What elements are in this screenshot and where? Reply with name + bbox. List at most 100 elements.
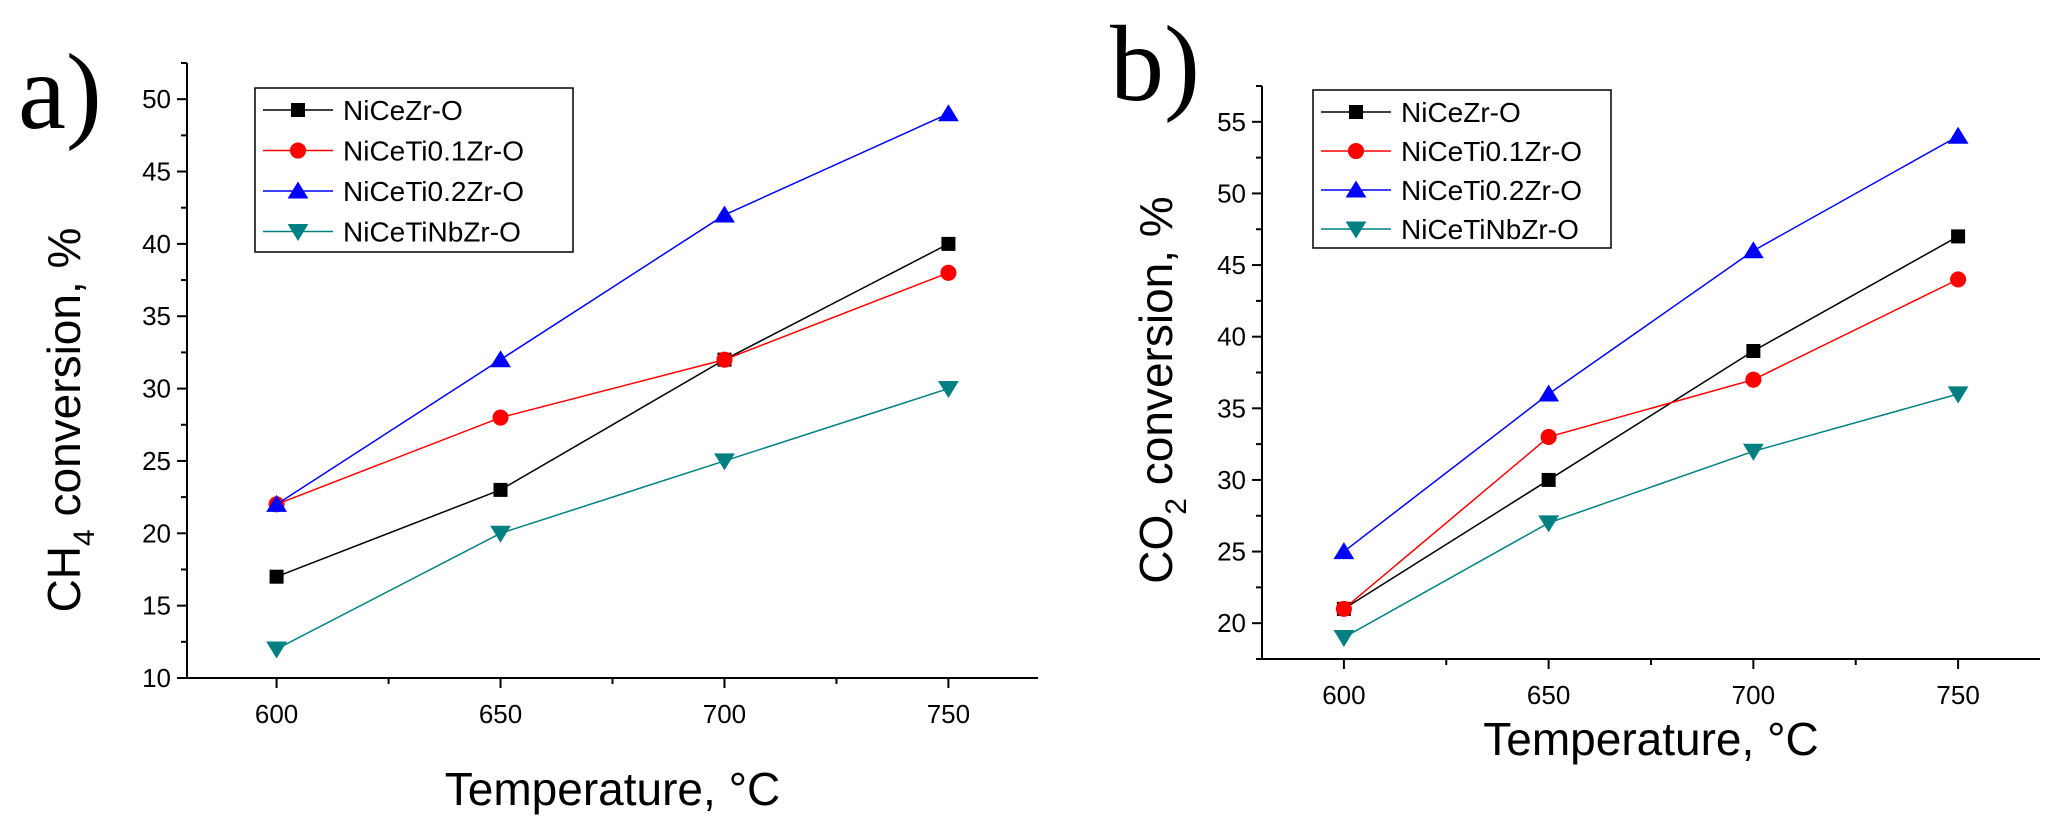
y-axis-label-subscript: 2	[1160, 498, 1193, 515]
series-line	[1343, 135, 1959, 553]
data-point	[938, 104, 959, 122]
data-point	[1538, 515, 1560, 533]
panel-label: a)	[18, 33, 102, 152]
series-NiCeTi0.1Zr-O	[268, 264, 957, 513]
y-axis-label-rest: conversion, %	[38, 228, 90, 530]
data-point	[1950, 271, 1967, 288]
legend: NiCeZr-O NiCeTi0.1Zr-O NiCeTi0.2Zr-O NiCeTi…	[1312, 89, 1612, 249]
data-point	[1335, 600, 1352, 617]
y-axis-label: CH4 conversion, %	[38, 228, 101, 613]
series-NiCeTi0.2Zr-O	[266, 104, 959, 512]
data-point	[941, 236, 956, 251]
series-line	[276, 243, 949, 578]
series-line	[276, 387, 949, 650]
data-point	[1947, 126, 1969, 144]
series-line	[1343, 393, 1959, 639]
y-axis-label-rest: conversion, %	[1130, 196, 1182, 498]
data-point	[269, 569, 284, 584]
y-tick-label: 25	[142, 446, 171, 476]
data-point	[1538, 384, 1560, 402]
legend-marker	[289, 142, 307, 159]
series-NiCeZr-O	[269, 236, 956, 584]
y-tick-label: 40	[1217, 322, 1246, 352]
legend-entry-label: NiCeTiNbZr-O	[343, 217, 521, 248]
y-axis-label: CO2 conversion, %	[1130, 196, 1193, 583]
series-line	[1343, 235, 1959, 610]
y-tick-label: 40	[142, 229, 171, 259]
chart-panel-b: b) 20 25 30 35 40 45 50 55 600 650 700 750 Temperatur…	[1110, 5, 2040, 765]
data-point	[714, 205, 735, 223]
data-point	[1951, 229, 1966, 244]
legend-entry-label: NiCeZr-O	[343, 95, 463, 126]
legend-box	[254, 87, 574, 253]
series-NiCeTiNbZr-O	[1333, 386, 1969, 647]
legend-entry-label: NiCeTi0.1Zr-O	[1401, 136, 1582, 167]
data-point	[940, 264, 957, 281]
y-tick-label: 25	[1217, 537, 1246, 567]
series-NiCeTiNbZr-O	[266, 381, 959, 659]
data-point	[490, 525, 511, 543]
series-line	[276, 272, 949, 506]
data-point	[1541, 472, 1556, 487]
legend-entry-label: NiCeZr-O	[1401, 97, 1521, 128]
data-point	[1333, 542, 1355, 560]
y-tick-label: 50	[142, 84, 171, 114]
y-axis-label-main: CH	[38, 546, 90, 612]
series-NiCeTi0.2Zr-O	[1333, 126, 1969, 560]
y-tick-label: 35	[142, 301, 171, 331]
data-point	[266, 641, 287, 659]
x-tick-label: 750	[927, 699, 970, 729]
legend-marker	[291, 103, 305, 117]
y-tick-label: 45	[1217, 250, 1246, 280]
x-tick-label: 650	[1527, 680, 1570, 710]
data-point	[714, 453, 735, 471]
data-point	[1742, 443, 1764, 461]
data-point	[1745, 371, 1762, 388]
legend-entry-label: NiCeTi0.2Zr-O	[343, 176, 524, 207]
data-point	[1746, 344, 1761, 359]
legend-marker	[1345, 221, 1367, 239]
series-line	[276, 112, 949, 505]
data-point	[266, 494, 287, 512]
data-point	[716, 351, 733, 368]
data-point	[938, 381, 959, 399]
legend: NiCeZr-O NiCeTi0.1Zr-O NiCeTi0.2Zr-O NiCeTi…	[254, 87, 574, 253]
y-tick-label: 30	[1217, 465, 1246, 495]
y-tick-label: 50	[1217, 178, 1246, 208]
data-point	[490, 350, 511, 368]
data-point	[1540, 428, 1557, 446]
legend-marker	[1347, 142, 1365, 160]
panel-label: b)	[1110, 5, 1200, 124]
legend-entry-label: NiCeTi0.1Zr-O	[343, 136, 524, 167]
x-tick-label: 750	[1936, 680, 1979, 710]
x-tick-label: 650	[479, 699, 522, 729]
data-point	[493, 482, 508, 497]
chart-panel-a: a) 10 15 20 25 30 35 40 45 50 600 650 700 750 Temperat…	[18, 33, 1038, 815]
y-tick-label: 55	[1217, 107, 1246, 137]
y-tick-label: 35	[1217, 393, 1246, 423]
data-point	[1333, 629, 1355, 647]
series-line	[1343, 278, 1959, 610]
legend-entry-label: NiCeTiNbZr-O	[1401, 214, 1579, 245]
data-point	[1947, 386, 1969, 404]
legend-marker	[1345, 180, 1367, 198]
x-tick-label: 600	[255, 699, 298, 729]
y-tick-label: 10	[142, 663, 171, 693]
x-tick-label: 600	[1322, 680, 1365, 710]
series-NiCeZr-O	[1336, 229, 1966, 616]
y-tick-label: 20	[1217, 608, 1246, 638]
y-tick-label: 45	[142, 157, 171, 187]
y-axis-label-subscript: 4	[68, 529, 101, 546]
y-tick-label: 20	[142, 518, 171, 548]
x-axis-label: Temperature, °C	[1483, 713, 1818, 765]
x-tick-label: 700	[1732, 680, 1775, 710]
y-tick-label: 30	[142, 374, 171, 404]
x-axis-label: Temperature, °C	[445, 763, 780, 815]
series-NiCeTi0.1Zr-O	[1335, 271, 1967, 617]
data-point	[1742, 241, 1764, 259]
x-tick-label: 700	[703, 699, 746, 729]
y-axis-label-main: CO	[1130, 515, 1182, 584]
legend-entry-label: NiCeTi0.2Zr-O	[1401, 175, 1582, 206]
y-tick-label: 15	[142, 591, 171, 621]
legend-marker	[287, 223, 309, 241]
